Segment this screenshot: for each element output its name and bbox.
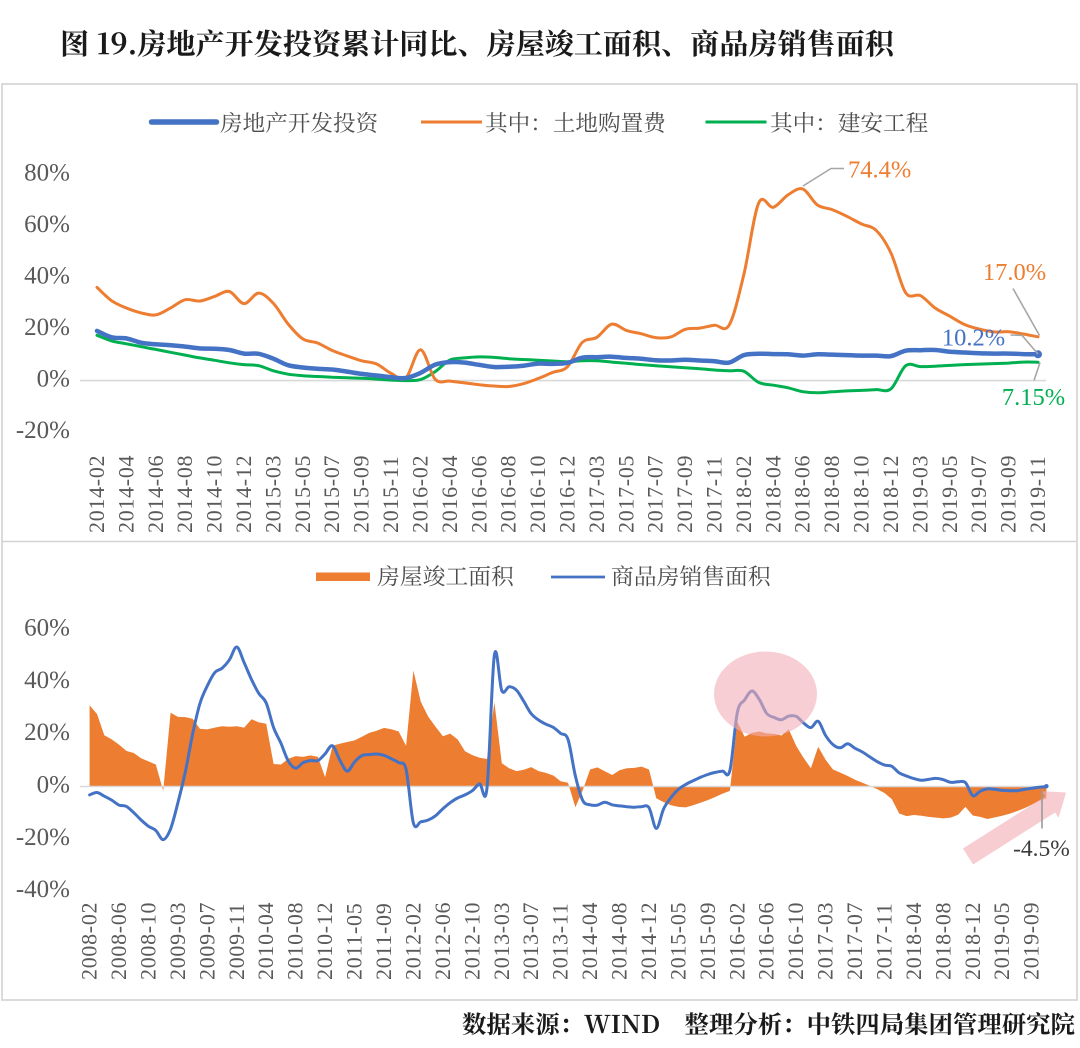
svg-text:2014-04: 2014-04 xyxy=(577,902,602,980)
svg-text:2008-06: 2008-06 xyxy=(106,902,131,980)
svg-text:-4.5%: -4.5% xyxy=(1013,836,1070,862)
svg-text:2018-04: 2018-04 xyxy=(901,902,926,980)
svg-text:2010-04: 2010-04 xyxy=(253,902,278,980)
svg-text:0%: 0% xyxy=(37,366,70,393)
svg-text:2016-08: 2016-08 xyxy=(496,455,521,533)
svg-text:2012-02: 2012-02 xyxy=(400,902,425,980)
svg-text:2017-11: 2017-11 xyxy=(702,456,727,533)
svg-text:2010-08: 2010-08 xyxy=(283,902,308,980)
svg-text:2017-09: 2017-09 xyxy=(672,455,697,533)
svg-text:2016-04: 2016-04 xyxy=(437,455,462,533)
svg-text:74.4%: 74.4% xyxy=(848,157,911,184)
svg-text:2018-12: 2018-12 xyxy=(960,902,985,980)
svg-text:2013-07: 2013-07 xyxy=(518,902,543,980)
svg-text:2014-06: 2014-06 xyxy=(143,455,168,533)
svg-text:2016-02: 2016-02 xyxy=(408,455,433,533)
svg-text:2012-06: 2012-06 xyxy=(430,902,455,980)
svg-text:2014-04: 2014-04 xyxy=(113,455,138,533)
svg-text:2011-09: 2011-09 xyxy=(371,903,396,980)
svg-text:2014-02: 2014-02 xyxy=(84,455,109,533)
svg-text:60%: 60% xyxy=(24,211,70,238)
svg-text:20%: 20% xyxy=(24,719,70,746)
svg-text:-20%: -20% xyxy=(16,417,70,444)
svg-text:2018-12: 2018-12 xyxy=(878,455,903,533)
svg-text:2016-10: 2016-10 xyxy=(783,902,808,980)
svg-text:2012-10: 2012-10 xyxy=(459,902,484,980)
svg-text:2011-05: 2011-05 xyxy=(342,903,367,980)
svg-text:2018-08: 2018-08 xyxy=(930,902,955,980)
svg-text:60%: 60% xyxy=(24,615,70,642)
svg-text:2016-02: 2016-02 xyxy=(724,902,749,980)
svg-text:2008-02: 2008-02 xyxy=(77,902,102,980)
svg-text:2019-11: 2019-11 xyxy=(1025,456,1050,533)
svg-text:2014-12: 2014-12 xyxy=(636,902,661,980)
svg-text:2018-04: 2018-04 xyxy=(760,455,785,533)
svg-text:10.2%: 10.2% xyxy=(942,325,1005,352)
svg-text:2009-03: 2009-03 xyxy=(165,902,190,980)
svg-text:2019-07: 2019-07 xyxy=(966,455,991,533)
svg-text:2017-11: 2017-11 xyxy=(872,903,897,980)
svg-text:2019-03: 2019-03 xyxy=(907,455,932,533)
svg-text:2018-06: 2018-06 xyxy=(790,455,815,533)
svg-text:2017-07: 2017-07 xyxy=(643,455,668,533)
svg-text:2009-11: 2009-11 xyxy=(224,903,249,980)
svg-text:2016-06: 2016-06 xyxy=(466,455,491,533)
svg-text:2015-09: 2015-09 xyxy=(349,455,374,533)
svg-text:17.0%: 17.0% xyxy=(983,259,1046,286)
svg-text:2018-10: 2018-10 xyxy=(849,455,874,533)
svg-text:2017-05: 2017-05 xyxy=(613,455,638,533)
svg-text:2014-08: 2014-08 xyxy=(607,902,632,980)
svg-text:2017-03: 2017-03 xyxy=(584,455,609,533)
svg-text:2015-07: 2015-07 xyxy=(319,455,344,533)
svg-text:2010-12: 2010-12 xyxy=(312,902,337,980)
svg-text:2013-03: 2013-03 xyxy=(489,902,514,980)
svg-text:2014-12: 2014-12 xyxy=(231,455,256,533)
svg-text:-20%: -20% xyxy=(16,824,70,851)
svg-text:2015-09: 2015-09 xyxy=(695,902,720,980)
svg-text:2019-05: 2019-05 xyxy=(989,902,1014,980)
svg-text:2015-05: 2015-05 xyxy=(665,902,690,980)
svg-text:80%: 80% xyxy=(24,160,70,187)
svg-text:20%: 20% xyxy=(24,314,70,341)
svg-text:2015-11: 2015-11 xyxy=(378,456,403,533)
svg-text:2015-03: 2015-03 xyxy=(260,455,285,533)
svg-text:2018-02: 2018-02 xyxy=(731,455,756,533)
svg-text:2016-06: 2016-06 xyxy=(754,902,779,980)
svg-text:-40%: -40% xyxy=(16,876,70,903)
svg-text:0%: 0% xyxy=(37,772,70,799)
svg-text:2009-07: 2009-07 xyxy=(194,902,219,980)
svg-text:7.15%: 7.15% xyxy=(1002,384,1065,411)
svg-text:40%: 40% xyxy=(24,667,70,694)
svg-text:2013-11: 2013-11 xyxy=(548,903,573,980)
svg-text:2014-08: 2014-08 xyxy=(172,455,197,533)
svg-text:2019-05: 2019-05 xyxy=(937,455,962,533)
svg-text:2016-10: 2016-10 xyxy=(525,455,550,533)
svg-text:2015-05: 2015-05 xyxy=(290,455,315,533)
svg-text:40%: 40% xyxy=(24,263,70,290)
svg-text:2017-07: 2017-07 xyxy=(842,902,867,980)
svg-text:2014-10: 2014-10 xyxy=(202,455,227,533)
svg-text:2019-09: 2019-09 xyxy=(996,455,1021,533)
svg-text:2008-10: 2008-10 xyxy=(136,902,161,980)
svg-text:2016-12: 2016-12 xyxy=(555,455,580,533)
svg-text:2019-09: 2019-09 xyxy=(1019,902,1044,980)
svg-text:2018-08: 2018-08 xyxy=(819,455,844,533)
svg-text:2017-03: 2017-03 xyxy=(813,902,838,980)
